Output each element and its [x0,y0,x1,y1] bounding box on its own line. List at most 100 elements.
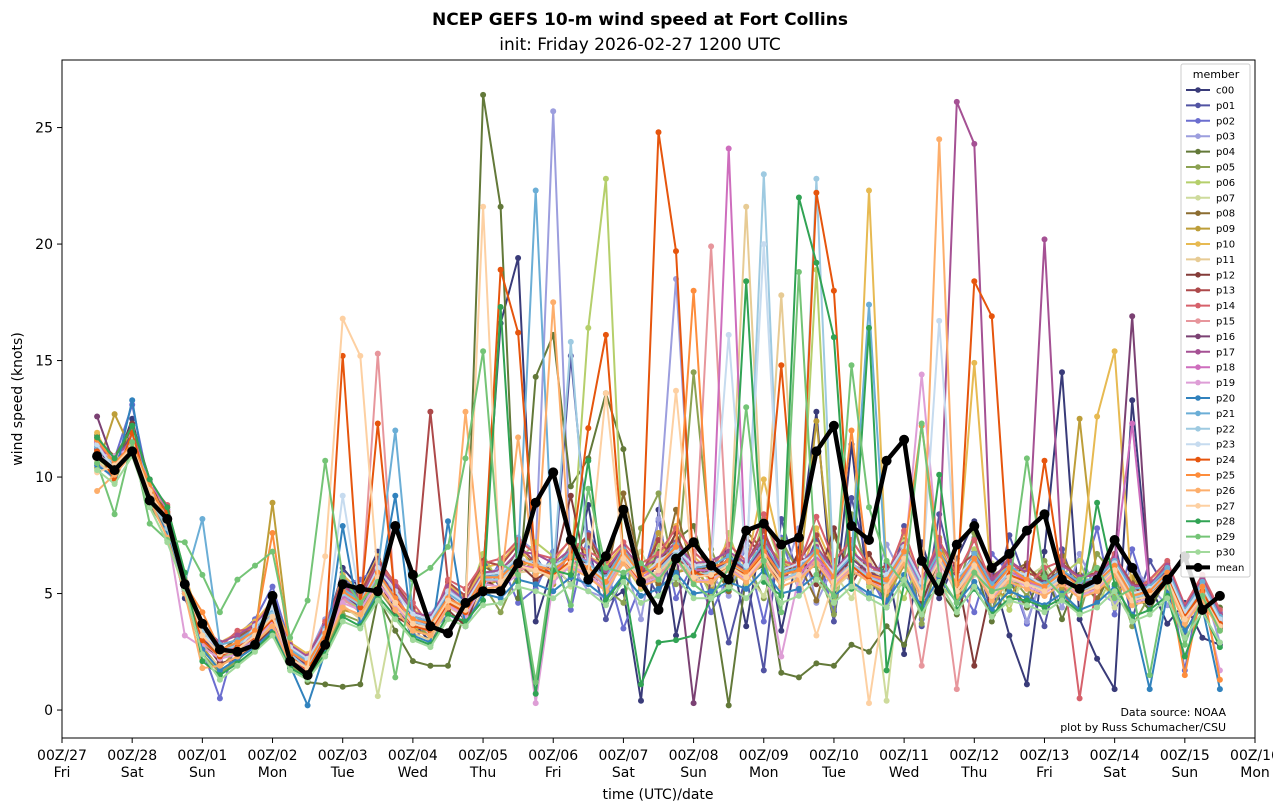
legend-marker [1195,410,1201,417]
x-tick-label-time: 00Z/09 [739,748,789,764]
data-point-p27 [392,599,399,606]
data-point-p29 [953,599,960,606]
data-point-p29 [515,571,522,578]
legend-item-p03: p03 [1186,132,1235,143]
x-tick-label-day: Sun [680,765,707,781]
data-point-p29 [550,557,557,564]
data-point-p08 [655,581,662,588]
data-point-p27 [673,387,679,394]
legend-marker [1195,148,1201,155]
data-point-p30 [953,609,960,616]
data-point-p30 [287,667,294,674]
data-point-p05 [1094,550,1101,557]
data-point-c00 [532,618,539,625]
legend-label: p09 [1216,224,1235,235]
data-point-mean [758,518,769,529]
data-point-p25 [883,576,890,583]
legend-item-p20: p20 [1186,394,1235,405]
data-point-p30 [216,676,223,683]
data-point-p30 [339,618,346,625]
legend-marker [1195,549,1201,555]
data-point-p15 [918,662,925,669]
data-point-p30 [515,583,522,590]
data-point-p18 [725,145,732,152]
data-point-p30 [550,595,557,602]
data-point-p27 [883,583,890,590]
data-point-p09 [655,530,662,536]
data-point-p21 [1164,564,1171,571]
legend-item-p29: p29 [1186,532,1235,543]
data-point-p04 [409,658,416,665]
data-point-p30 [111,481,118,487]
data-point-p26 [462,408,469,415]
legend-items: c00 p01 p02 p03 p04 p05 p06 p07 p08 p09 p10 p11 p12 p… [1186,86,1244,574]
x-tick-label-time: 00Z/11 [879,748,929,764]
data-point-mean [600,551,611,562]
data-point-p17 [971,140,978,147]
data-point-p28 [1146,606,1153,613]
data-point-p28 [655,639,662,646]
data-point-mean [495,586,506,597]
data-point-p30 [883,604,890,611]
data-point-p30 [778,599,785,606]
data-point-p04 [445,662,451,669]
data-point-c00 [1094,655,1101,662]
data-point-mean [232,646,243,657]
data-point-p26 [269,623,276,630]
legend-marker [1195,487,1201,494]
legend-title: member [1193,68,1240,81]
data-point-p24 [339,352,346,359]
data-point-p26 [988,597,995,604]
data-point-p30 [1164,595,1171,602]
data-point-mean [513,558,524,569]
data-point-mean [793,532,804,543]
data-point-p30 [322,653,329,660]
data-point-p29 [304,597,311,604]
data-point-p29 [760,557,767,564]
data-point-p29 [322,457,329,464]
data-point-p29 [199,571,206,578]
data-point-p23 [743,562,750,569]
data-point-p26 [392,606,399,613]
data-point-p30 [655,592,662,599]
data-point-p29 [883,557,890,564]
legend-label: p15 [1216,317,1235,328]
data-point-p25 [795,567,802,574]
data-point-p30 [252,648,258,655]
data-point-mean [250,639,260,650]
legend-label: p05 [1216,163,1235,174]
data-point-mean [1127,562,1138,573]
x-axis-label: time (UTC)/date [602,787,713,803]
data-point-p29 [146,520,153,527]
data-point-p30 [234,662,241,669]
data-point-p16 [94,413,101,420]
data-point-p05 [673,581,679,588]
legend-marker [1195,472,1201,478]
data-point-p24 [830,287,837,294]
data-point-p10 [1094,413,1101,420]
data-point-p29 [111,511,118,518]
data-point-p26 [216,662,223,669]
legend-item-p10: p10 [1186,240,1235,251]
legend-label: p01 [1216,101,1235,112]
data-point-p22 [760,171,767,178]
data-point-p29 [1111,595,1118,602]
data-point-p29 [866,504,872,511]
x-tick-label-day: Fri [54,765,71,781]
data-point-p14 [760,511,767,518]
data-point-mean [548,467,559,478]
data-point-p01 [760,667,767,674]
data-point-p08 [620,490,627,497]
data-point-p29 [1076,576,1083,583]
y-axis-ticks: 0 5 10 15 20 25 [35,121,62,719]
x-tick-label-time: 00Z/10 [809,748,859,764]
legend-box [1180,63,1251,578]
data-point-p24 [655,129,662,136]
legend-label: p03 [1216,132,1235,143]
data-point-p17 [953,98,960,105]
data-point-p04 [392,627,399,634]
legend-label: p26 [1216,486,1235,497]
data-point-p28 [146,476,153,483]
data-point-p27 [655,567,662,574]
data-point-p04 [480,91,487,98]
